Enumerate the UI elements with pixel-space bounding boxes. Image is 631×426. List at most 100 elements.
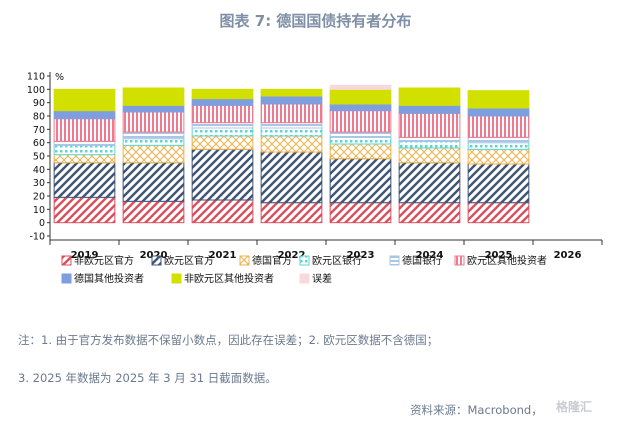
bar-segment bbox=[122, 162, 185, 202]
bar-segment bbox=[260, 127, 323, 137]
bar-segment bbox=[191, 122, 254, 129]
bar-segment bbox=[53, 118, 116, 142]
bar-segment bbox=[260, 151, 323, 204]
bar-segment bbox=[467, 202, 530, 224]
bar-segment bbox=[398, 140, 461, 149]
bar-segment bbox=[329, 158, 392, 204]
chart-title: 图表 7: 德国国债持有者分布 bbox=[219, 12, 412, 30]
bar-segment bbox=[329, 110, 392, 133]
legend-swatch bbox=[389, 255, 400, 266]
y-tick-label: 20 bbox=[33, 192, 45, 203]
bar-segment bbox=[398, 112, 461, 138]
bar-segment bbox=[122, 111, 185, 133]
bar-segment bbox=[467, 90, 530, 109]
legend-swatch bbox=[299, 273, 310, 284]
legend-swatch bbox=[454, 255, 465, 266]
bar-segment bbox=[467, 115, 530, 138]
y-tick-label: -10 bbox=[29, 232, 45, 243]
legend-label: 欧元区银行 bbox=[312, 254, 362, 267]
bar-segment bbox=[260, 95, 323, 105]
legend-label: 欧元区官方 bbox=[164, 254, 214, 267]
bar-segment bbox=[122, 138, 185, 146]
bar-segment bbox=[191, 98, 254, 106]
y-tick-label: 30 bbox=[33, 178, 45, 189]
bar-segment bbox=[467, 107, 530, 117]
bar-segment bbox=[329, 84, 392, 90]
y-tick-label: 0 bbox=[39, 218, 45, 229]
bar-segment bbox=[467, 148, 530, 165]
y-tick-label: 10 bbox=[33, 205, 45, 216]
stacked-bar-chart: -100102030405060708090100110%20192020202… bbox=[27, 72, 603, 285]
bar-segment bbox=[467, 142, 530, 150]
legend-swatch bbox=[151, 255, 162, 266]
y-unit-label: % bbox=[55, 72, 64, 83]
bar-segment bbox=[467, 136, 530, 144]
bar-segment bbox=[191, 127, 254, 137]
y-tick-label: 70 bbox=[33, 125, 45, 136]
bar-segment bbox=[329, 202, 392, 224]
y-tick-label: 110 bbox=[27, 72, 45, 83]
bar-segment bbox=[53, 154, 116, 164]
y-tick-label: 100 bbox=[27, 85, 45, 96]
bar-segment bbox=[53, 110, 116, 120]
bar-segment bbox=[260, 103, 323, 124]
y-tick-label: 60 bbox=[33, 138, 45, 149]
legend-label: 德国银行 bbox=[402, 254, 442, 267]
bar-segment bbox=[122, 131, 185, 140]
y-tick-label: 90 bbox=[33, 98, 45, 109]
note-line-1: 注：1. 由于官方发布数据不保留小数点，因此存在误差；2. 欧元区数据不含德国； bbox=[18, 333, 439, 347]
bar-segment bbox=[53, 144, 116, 156]
bar-segment bbox=[398, 87, 461, 106]
bar-segment bbox=[398, 104, 461, 114]
legend-label: 误差 bbox=[312, 272, 332, 285]
legend-label: 非欧元区其他投资者 bbox=[184, 272, 274, 285]
bar-segment bbox=[191, 104, 254, 124]
bar-segment bbox=[329, 136, 392, 145]
bar-segment bbox=[191, 135, 254, 150]
bar-segment bbox=[398, 202, 461, 224]
bar-segment bbox=[398, 136, 461, 142]
bar-segment bbox=[122, 200, 185, 224]
legend-swatch bbox=[171, 273, 182, 284]
bar-segment bbox=[53, 196, 116, 224]
bar-segment bbox=[191, 88, 254, 100]
bar-segment bbox=[53, 162, 116, 198]
legend-label: 德国其他投资者 bbox=[74, 272, 144, 285]
legend-swatch bbox=[61, 255, 72, 266]
bar-segment bbox=[122, 104, 185, 113]
bar-segment bbox=[467, 163, 530, 204]
bar-segment bbox=[191, 199, 254, 224]
bar-segment bbox=[329, 103, 392, 112]
source-text: 资料来源：Macrobond， bbox=[410, 403, 543, 417]
x-tick-label: 2022 bbox=[278, 250, 306, 261]
bar-segment bbox=[122, 144, 185, 164]
x-tick-label: 2023 bbox=[347, 250, 375, 261]
bar-segment bbox=[398, 147, 461, 164]
x-tick-label: 2024 bbox=[416, 250, 444, 261]
bar-segment bbox=[260, 88, 323, 97]
note-line-2: 3. 2025 年数据为 2025 年 3 月 31 日截面数据。 bbox=[18, 371, 277, 385]
legend-swatch bbox=[239, 255, 250, 266]
bar-segment bbox=[191, 148, 254, 201]
legend-swatch bbox=[299, 255, 310, 266]
bar-segment bbox=[260, 202, 323, 224]
bar-segment bbox=[53, 88, 116, 112]
bar-segment bbox=[329, 143, 392, 160]
bar-segment bbox=[260, 122, 323, 129]
x-tick-label: 2026 bbox=[554, 250, 582, 261]
bar-segment bbox=[329, 131, 392, 138]
watermark-logo: 格隆汇 bbox=[556, 400, 593, 414]
bar-segment bbox=[398, 162, 461, 204]
bar-segment bbox=[53, 140, 116, 146]
y-tick-label: 40 bbox=[33, 165, 45, 176]
bar-segment bbox=[329, 88, 392, 105]
legend-label: 非欧元区官方 bbox=[74, 254, 134, 267]
y-tick-label: 50 bbox=[33, 152, 45, 163]
legend-swatch bbox=[61, 273, 72, 284]
x-tick-label: 2021 bbox=[209, 250, 237, 261]
bar-segment bbox=[122, 87, 185, 106]
bar-segment bbox=[260, 135, 323, 153]
legend-label: 欧元区其他投资者 bbox=[467, 254, 547, 267]
y-tick-label: 80 bbox=[33, 112, 45, 123]
x-tick-label: 2025 bbox=[485, 250, 513, 261]
